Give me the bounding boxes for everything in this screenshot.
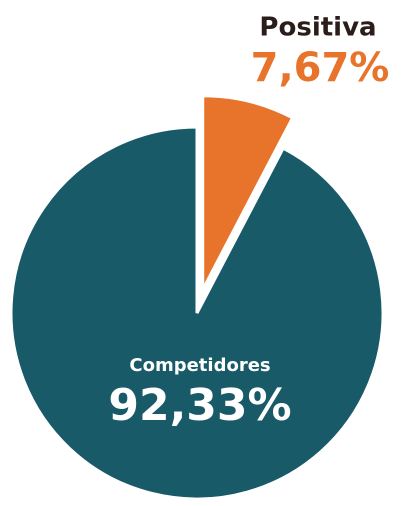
- slice-name: Competidores: [129, 355, 270, 376]
- slice-value-label: 92,33%: [108, 380, 291, 431]
- pie-slice: [201, 94, 295, 291]
- pie-slice: [9, 125, 385, 501]
- slice-name: Positiva: [259, 13, 376, 43]
- slice-value-label: 7,67%: [251, 45, 390, 91]
